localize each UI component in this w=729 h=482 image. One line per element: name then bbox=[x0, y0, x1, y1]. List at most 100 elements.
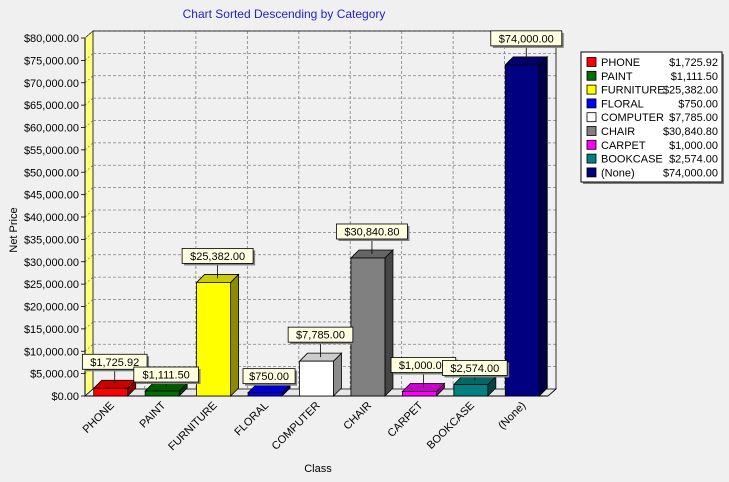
legend-category: FLORAL bbox=[601, 98, 644, 110]
y-tick-label: $30,000.00 bbox=[24, 257, 79, 269]
legend-category: PAINT bbox=[601, 71, 633, 83]
data-label-box bbox=[242, 368, 296, 385]
x-tick-label: COMPUTER bbox=[270, 400, 323, 453]
data-label-text: $25,382.00 bbox=[190, 251, 245, 263]
gridline-side bbox=[84, 53, 94, 61]
bar-none bbox=[504, 55, 549, 397]
data-label: $74,000.00 bbox=[490, 30, 564, 61]
data-label: $1,111.50 bbox=[133, 366, 201, 388]
chart-title: Chart Sorted Descending by Category bbox=[183, 7, 386, 21]
y-tick-label: $0.00 bbox=[51, 391, 79, 403]
data-label: $1,000.00 bbox=[390, 357, 458, 388]
data-label: $2,574.00 bbox=[442, 360, 510, 381]
gridline-side bbox=[84, 75, 94, 84]
gridline-side bbox=[84, 120, 94, 128]
legend-value: $1,111.50 bbox=[671, 71, 718, 83]
data-label-box bbox=[81, 353, 148, 370]
bar-front bbox=[144, 390, 180, 397]
data-label-text: $74,000.00 bbox=[499, 33, 554, 45]
legend-value: $2,574.00 bbox=[669, 154, 718, 166]
data-label: $7,785.00 bbox=[287, 326, 355, 358]
y-tick-label: $65,000.00 bbox=[24, 100, 79, 112]
y-tick-label: $10,000.00 bbox=[24, 346, 79, 358]
y-tick-label: $55,000.00 bbox=[24, 145, 79, 157]
legend-swatch bbox=[586, 57, 597, 67]
data-label-box bbox=[490, 30, 563, 47]
legend-swatch bbox=[586, 126, 597, 136]
y-tick-label: $70,000.00 bbox=[24, 78, 79, 90]
x-tick-label: CARPET bbox=[385, 399, 425, 439]
legend-swatch bbox=[586, 153, 597, 164]
gridline-side bbox=[84, 299, 94, 307]
bar-front bbox=[299, 360, 334, 397]
y-tick-label: $40,000.00 bbox=[24, 212, 79, 224]
x-tick-label: FLORAL bbox=[232, 400, 271, 439]
y-tick-label: $80,000.00 bbox=[24, 33, 79, 45]
legend-value: $1,725.92 bbox=[669, 57, 718, 69]
legend-swatch bbox=[586, 84, 597, 95]
bar-front bbox=[453, 384, 489, 397]
gridline-side bbox=[84, 232, 94, 240]
x-tick-label: CHAIR bbox=[341, 400, 374, 433]
legend-category: PHONE bbox=[601, 57, 640, 69]
bar-paint bbox=[144, 382, 189, 397]
legend-swatch bbox=[586, 70, 597, 81]
y-tick-label: $20,000.00 bbox=[24, 302, 79, 314]
data-label-box bbox=[133, 366, 199, 383]
data-label: $25,382.00 bbox=[181, 248, 256, 279]
y-tick-label: $25,000.00 bbox=[24, 279, 79, 291]
data-label-text: $7,785.00 bbox=[296, 330, 345, 342]
y-tick-label: $75,000.00 bbox=[24, 55, 79, 67]
gridline-side bbox=[84, 321, 94, 330]
y-tick-label: $15,000.00 bbox=[24, 324, 79, 336]
bar-furniture bbox=[195, 273, 240, 397]
y-axis-title: Net Price bbox=[8, 207, 20, 252]
bar-front bbox=[401, 391, 437, 397]
y-tick-label: $45,000.00 bbox=[24, 190, 79, 202]
bar-front bbox=[247, 392, 283, 397]
y-tick-label: $5,000.00 bbox=[30, 369, 79, 381]
x-tick-label: (None) bbox=[496, 400, 528, 432]
data-label-text: $2,574.00 bbox=[450, 363, 499, 375]
data-label-box bbox=[287, 326, 354, 343]
gridline-side bbox=[84, 142, 94, 151]
data-label-text: $750.00 bbox=[249, 371, 289, 383]
legend: PHONE $1,725.92 PAINT $1,111.50 FURNITURE$25… bbox=[580, 51, 724, 184]
plot-frame bbox=[93, 30, 557, 397]
gridline-side bbox=[84, 187, 94, 195]
data-label-text: $1,111.50 bbox=[143, 370, 190, 382]
gridline-side bbox=[84, 276, 94, 285]
legend-category: (None) bbox=[601, 167, 635, 179]
bar-front bbox=[350, 257, 386, 397]
gridline-side bbox=[84, 254, 94, 263]
bar-front bbox=[93, 387, 129, 397]
legend-category: COMPUTER bbox=[601, 112, 664, 124]
bar-front bbox=[504, 64, 540, 397]
bar-chair bbox=[349, 249, 394, 397]
y-tick-label: $60,000.00 bbox=[24, 123, 79, 135]
bar-front bbox=[196, 282, 232, 397]
legend-swatch bbox=[586, 98, 597, 109]
data-label-box bbox=[181, 248, 254, 264]
legend-value: $750.00 bbox=[678, 98, 718, 110]
bar-side bbox=[384, 249, 394, 397]
gridline-side bbox=[84, 30, 94, 39]
legend-value: $74,000.00 bbox=[663, 167, 718, 179]
legend-box bbox=[580, 51, 723, 183]
y-tick-label: $50,000.00 bbox=[24, 167, 79, 179]
legend-swatch bbox=[586, 167, 597, 178]
x-tick-label: BOOKCASE bbox=[425, 400, 477, 452]
data-label: $1,725.92 bbox=[81, 353, 150, 385]
legend-value: $1,000.00 bbox=[669, 140, 718, 152]
x-tick-label: FURNITURE bbox=[166, 400, 219, 453]
gridline-side bbox=[84, 343, 94, 352]
gridline-side bbox=[84, 209, 94, 218]
plot-area: $0.00 $5,000.00 $10,000.00 $15,000.00 $20,00… bbox=[24, 30, 564, 453]
x-tick-label: PHONE bbox=[81, 400, 117, 436]
data-label: $30,840.80 bbox=[336, 223, 410, 254]
legend-value: $7,785.00 bbox=[669, 112, 718, 124]
bar-side bbox=[538, 55, 548, 397]
legend-category: CHAIR bbox=[601, 126, 635, 138]
